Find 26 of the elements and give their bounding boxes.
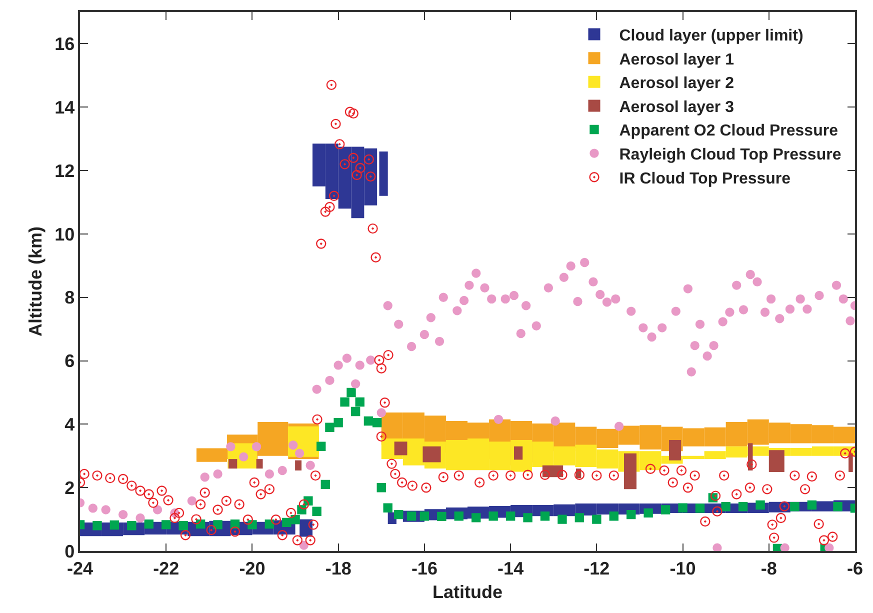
y-tick-label: 8: [64, 288, 75, 308]
x-tick-label: -6: [846, 558, 864, 578]
legend-label: Aerosol layer 2: [619, 75, 734, 92]
legend-label: Rayleigh Cloud Top Pressure: [619, 146, 842, 164]
y-tick-label: 2: [64, 478, 75, 498]
y-tick-label: 6: [64, 351, 75, 372]
legend-label: Aerosol layer 1: [619, 51, 734, 68]
x-tick-label: -8: [760, 558, 777, 578]
x-tick-label: -18: [325, 558, 352, 578]
y-tick-label: 14: [54, 97, 75, 118]
y-tick-label: 12: [54, 160, 75, 181]
y-tick-label: 4: [64, 414, 75, 434]
x-tick-label: -12: [584, 558, 610, 578]
legend-label: IR Cloud Top Pressure: [619, 170, 791, 188]
x-tick-label: -22: [153, 558, 180, 578]
x-axis-title: Latitude: [432, 582, 502, 602]
y-tick-label: 16: [54, 34, 75, 54]
legend-label: Aerosol layer 3: [619, 98, 734, 116]
legend-label: Cloud layer (upper limit): [619, 28, 804, 45]
y-tick-label: 10: [54, 224, 75, 244]
x-tick-label: -16: [411, 558, 438, 578]
x-tick-label: -20: [239, 558, 266, 578]
x-tick-label: -14: [498, 558, 524, 578]
x-tick-label: -10: [670, 558, 696, 578]
y-axis-title: Altitude (km): [25, 226, 46, 336]
legend-label: Apparent O2 Cloud Pressure: [619, 122, 838, 140]
